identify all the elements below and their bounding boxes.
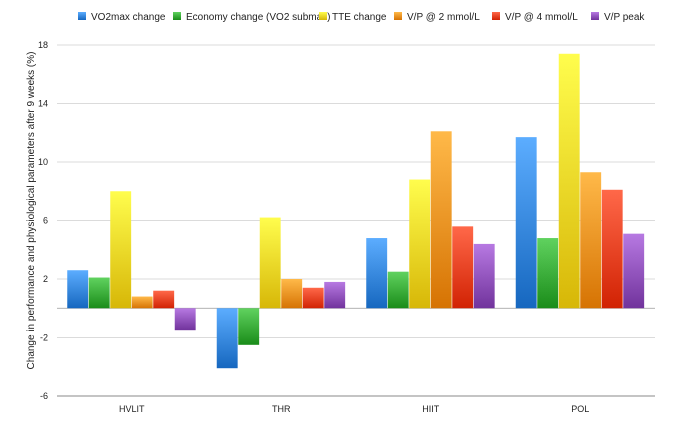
bar-pol-tte-change — [558, 53, 580, 309]
legend-item-tte-change: TTE change — [319, 12, 387, 23]
bar-pol-vo2max-change — [515, 137, 537, 309]
legend-label: V/P @ 4 mmol/L — [505, 12, 578, 23]
bar-thr-v-p-2-mmol-l — [281, 279, 303, 309]
x-category-label: HIIT — [422, 404, 440, 414]
bar-thr-v-p-peak — [324, 281, 346, 309]
bar-hiit-v-p-4-mmol-l — [452, 226, 474, 309]
y-tick-label: 14 — [38, 99, 48, 109]
x-category-label: POL — [571, 404, 589, 414]
legend-label: Economy change (VO2 submax) — [186, 12, 331, 23]
y-tick-label: 18 — [38, 40, 48, 50]
bar-thr-tte-change — [259, 217, 281, 309]
bar-pol-v-p-peak — [623, 233, 645, 309]
legend-label: V/P @ 2 mmol/L — [407, 12, 480, 23]
legend-label: VO2max change — [91, 12, 166, 23]
y-tick-label: -6 — [40, 391, 48, 401]
y-axis-ticks: -6 -2 2 6 10 14 18 — [38, 40, 48, 401]
legend-swatch — [319, 12, 327, 20]
bar-hvlit-economy-change-vo2-submax — [88, 277, 110, 309]
bar-thr-vo2max-change — [216, 308, 238, 369]
bar-pol-v-p-4-mmol-l — [601, 189, 623, 309]
bar-thr-economy-change-vo2-submax — [238, 308, 260, 345]
bar-hiit-economy-change-vo2-submax — [387, 271, 409, 309]
bar-hvlit-vo2max-change — [67, 270, 89, 309]
y-tick-label: -2 — [40, 333, 48, 343]
bar-hvlit-v-p-4-mmol-l — [153, 290, 175, 309]
x-category-label: THR — [272, 404, 291, 414]
legend: VO2max change Economy change (VO2 submax)… — [78, 12, 645, 23]
legend-swatch — [394, 12, 402, 20]
x-axis-categories: HVLIT THR HIIT POL — [119, 404, 589, 414]
y-axis-title: Change in performance and physiological … — [26, 52, 37, 370]
legend-item-vo2max-change: VO2max change — [78, 12, 166, 23]
bar-hiit-v-p-2-mmol-l — [430, 131, 452, 309]
y-tick-label: 10 — [38, 157, 48, 167]
legend-swatch — [591, 12, 599, 20]
legend-label: V/P peak — [604, 12, 645, 23]
legend-label: TTE change — [332, 12, 387, 23]
legend-item-v-p-peak: V/P peak — [591, 12, 645, 23]
y-tick-label: 2 — [43, 274, 48, 284]
legend-swatch — [173, 12, 181, 20]
bar-thr-v-p-4-mmol-l — [302, 287, 324, 309]
bar-hiit-tte-change — [409, 179, 431, 309]
legend-item-economy-change-vo2-submax: Economy change (VO2 submax) — [173, 12, 331, 23]
bars — [67, 53, 645, 369]
bar-pol-economy-change-vo2-submax — [537, 238, 559, 309]
bar-hvlit-v-p-2-mmol-l — [131, 296, 153, 309]
bar-pol-v-p-2-mmol-l — [580, 172, 602, 309]
y-tick-label: 6 — [43, 216, 48, 226]
legend-swatch — [78, 12, 86, 20]
x-category-label: HVLIT — [119, 404, 145, 414]
bar-hiit-v-p-peak — [473, 243, 495, 309]
legend-swatch — [492, 12, 500, 20]
bar-hvlit-tte-change — [110, 191, 132, 309]
legend-item-v-p-2-mmol-l: V/P @ 2 mmol/L — [394, 12, 480, 23]
bar-hvlit-v-p-peak — [174, 308, 196, 331]
legend-item-v-p-4-mmol-l: V/P @ 4 mmol/L — [492, 12, 578, 23]
bar-hiit-vo2max-change — [366, 238, 388, 309]
